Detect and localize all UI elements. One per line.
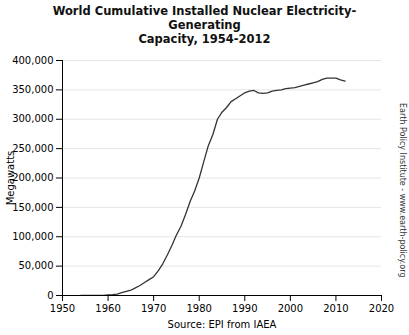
svg-text:2010: 2010 [323,303,348,314]
svg-text:50,000: 50,000 [19,260,54,271]
html-text:Earth Policy Institute - www.e: Earth Policy Institute - www.earth-polic… [397,103,407,278]
svg-text:100,000: 100,000 [12,231,53,242]
svg-text:1950: 1950 [50,303,75,314]
svg-text:Source: EPI from IAEA: Source: EPI from IAEA [168,319,277,330]
svg-text:2020: 2020 [369,303,394,314]
svg-text:250,000: 250,000 [12,143,53,154]
svg-text:350,000: 350,000 [12,84,53,95]
svg-text:Megawatts: Megawatts [5,151,16,206]
svg-text:2000: 2000 [278,303,303,314]
svg-text:1960: 1960 [95,303,120,314]
svg-text:400,000: 400,000 [12,55,53,66]
svg-text:150,000: 150,000 [12,202,53,213]
svg-text:1970: 1970 [141,303,166,314]
svg-text:0: 0 [47,290,53,301]
svg-text:1990: 1990 [232,303,257,314]
svg-text:300,000: 300,000 [12,113,53,124]
svg-text:1980: 1980 [186,303,211,314]
svg-text:200,000: 200,000 [12,172,53,183]
html-text:World Cumulative Installed Nuc: World Cumulative Installed Nuclear Elect… [52,4,357,46]
